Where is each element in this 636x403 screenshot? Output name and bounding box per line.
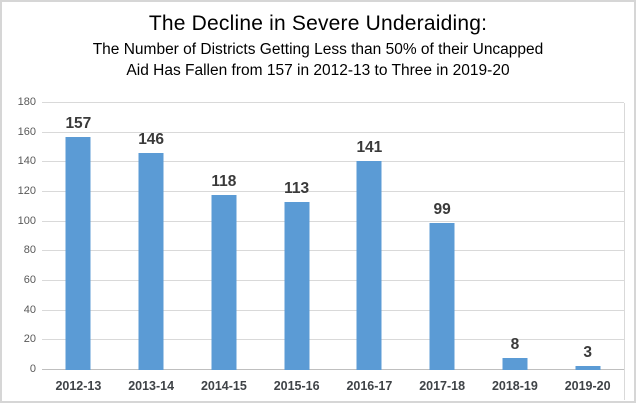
y-tick-label: 100 bbox=[17, 214, 36, 227]
chart-subtitle-line-1: The Number of Districts Getting Less tha… bbox=[92, 41, 544, 58]
plot-area: 157 146 118 113 141 99 8 3 bbox=[42, 102, 624, 370]
bar-column: 113 bbox=[260, 103, 333, 370]
gridline bbox=[42, 280, 624, 281]
bar-column: 141 bbox=[333, 103, 406, 370]
data-label: 157 bbox=[65, 115, 92, 133]
x-tick-label: 2012-13 bbox=[55, 379, 102, 393]
data-label: 3 bbox=[583, 343, 592, 361]
x-tick-label: 2017-18 bbox=[419, 379, 466, 393]
bar-column: 3 bbox=[551, 103, 624, 370]
x-axis-line bbox=[42, 369, 624, 370]
y-tick-label: 140 bbox=[17, 155, 36, 168]
x-tick-label: 2016-17 bbox=[346, 379, 393, 393]
gridline bbox=[42, 191, 624, 192]
y-axis: 0 20 40 60 80 100 120 140 160 180 bbox=[2, 96, 36, 375]
y-tick-label: 120 bbox=[17, 185, 36, 197]
chart-subtitle: The Number of Districts Getting Less tha… bbox=[2, 39, 634, 81]
gridline bbox=[42, 250, 624, 252]
bar-column: 146 bbox=[115, 103, 188, 370]
y-tick-label: 160 bbox=[17, 125, 36, 138]
y-tick-label: 20 bbox=[23, 333, 36, 346]
y-tick-label: 180 bbox=[17, 96, 36, 108]
gridline bbox=[42, 339, 624, 341]
data-label: 118 bbox=[211, 172, 237, 190]
bar-column: 8 bbox=[479, 103, 552, 370]
bar-2014-15 bbox=[211, 194, 237, 370]
bar-2019-20 bbox=[575, 365, 601, 370]
x-tick-label: 2018-19 bbox=[491, 379, 538, 393]
data-label: 8 bbox=[510, 336, 520, 354]
bar-column: 157 bbox=[42, 103, 115, 370]
data-label: 146 bbox=[138, 131, 165, 149]
gridline bbox=[42, 131, 624, 133]
gridline bbox=[42, 309, 624, 311]
x-tick-label: 2013-14 bbox=[128, 379, 175, 393]
bar-2017-18 bbox=[429, 223, 455, 370]
y-tick-label: 40 bbox=[23, 303, 36, 316]
data-label: 113 bbox=[284, 180, 310, 198]
x-tick-label: 2015-16 bbox=[273, 379, 320, 393]
gridline bbox=[42, 220, 624, 222]
bar-column: 118 bbox=[188, 103, 261, 370]
bar-2016-17 bbox=[356, 160, 382, 370]
x-tick-label: 2019-20 bbox=[564, 379, 611, 393]
data-label: 141 bbox=[356, 138, 383, 156]
bar-2015-16 bbox=[284, 202, 310, 370]
chart-title: The Decline in Severe Underaiding: bbox=[148, 12, 488, 35]
bar-column: 99 bbox=[406, 103, 479, 370]
data-label: 99 bbox=[433, 201, 451, 219]
bar-2018-19 bbox=[502, 358, 528, 370]
y-tick-label: 0 bbox=[29, 363, 36, 375]
gridline bbox=[42, 161, 624, 163]
plot-right-border bbox=[624, 103, 625, 400]
y-tick-label: 80 bbox=[23, 244, 36, 257]
chart-subtitle-line-2: Aid Has Fallen from 157 in 2012-13 to Th… bbox=[126, 62, 510, 79]
bar-2013-14 bbox=[138, 153, 164, 370]
bar-2012-13 bbox=[65, 137, 91, 370]
x-axis: 2012-13 2013-14 2014-15 2015-16 2016-17 2017-… bbox=[42, 378, 624, 396]
y-tick-label: 60 bbox=[23, 274, 36, 286]
gridline bbox=[42, 102, 624, 103]
x-tick-label: 2014-15 bbox=[200, 379, 247, 393]
